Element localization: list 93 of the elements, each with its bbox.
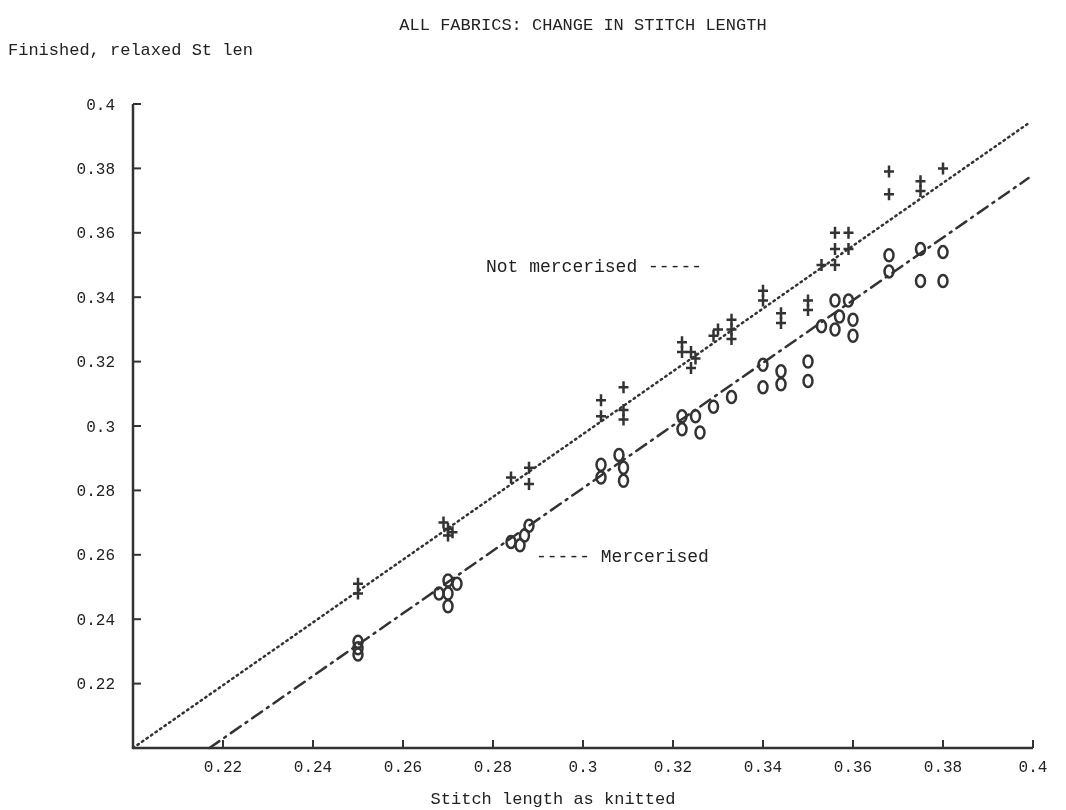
- point: [775, 376, 787, 392]
- point: [775, 364, 787, 379]
- point: [815, 318, 828, 334]
- point: [707, 399, 720, 414]
- point: [757, 380, 769, 395]
- point: [442, 586, 454, 601]
- point: [514, 537, 526, 553]
- point: [675, 344, 689, 360]
- point: [914, 273, 927, 289]
- point: [442, 573, 454, 588]
- x-tick-label: 0.26: [383, 759, 423, 777]
- point: [352, 640, 364, 656]
- point: [842, 241, 855, 257]
- point: [801, 302, 815, 318]
- point: [914, 241, 927, 257]
- y-tick-label: 0.4: [86, 96, 115, 115]
- point: [451, 576, 463, 592]
- y-tick-label: 0.32: [76, 354, 115, 373]
- point: [711, 322, 725, 337]
- y-tick-label: 0.24: [76, 611, 115, 630]
- point: [594, 409, 608, 424]
- point: [676, 421, 688, 437]
- point: [842, 225, 855, 241]
- x-tick-label: 0.28: [473, 759, 513, 777]
- point: [883, 248, 895, 263]
- point: [594, 392, 608, 408]
- point: [725, 389, 738, 405]
- y-tick-label: 0.28: [76, 483, 115, 501]
- point: [937, 273, 949, 289]
- point: [828, 241, 842, 257]
- point: [882, 164, 896, 179]
- point: [613, 447, 625, 463]
- point: [828, 225, 842, 241]
- x-tick-label: 0.24: [293, 759, 333, 777]
- point: [815, 257, 828, 273]
- point: [914, 183, 927, 199]
- point: [684, 360, 698, 376]
- point: [829, 293, 841, 308]
- point: [757, 357, 769, 373]
- x-tick-label: 0.34: [743, 759, 783, 777]
- point: [433, 586, 445, 601]
- point: [802, 373, 814, 389]
- x-tick-label: 0.22: [203, 759, 243, 777]
- point: [689, 409, 702, 424]
- point: [504, 470, 518, 485]
- point: [617, 412, 630, 427]
- point: [617, 460, 630, 476]
- annotation: Not mercerised -----: [486, 257, 703, 277]
- point: [802, 354, 814, 369]
- point: [756, 293, 770, 308]
- point: [774, 315, 788, 331]
- point: [352, 647, 364, 662]
- y-tick-label: 0.36: [76, 225, 115, 244]
- point: [351, 586, 365, 601]
- point: [828, 257, 842, 273]
- x-axis-title: Stitch length as knitted: [430, 790, 676, 809]
- y-tick-label: 0.26: [76, 547, 115, 566]
- point: [617, 380, 630, 395]
- x-tick-label: 0.32: [653, 759, 693, 777]
- point: [617, 473, 630, 488]
- point: [937, 244, 949, 260]
- y-axis-title: Finished, relaxed St len: [8, 41, 253, 60]
- point: [936, 161, 950, 176]
- point: [883, 264, 895, 279]
- point: [505, 534, 517, 550]
- point: [847, 328, 859, 344]
- x-tick-label: 0.4: [1018, 759, 1048, 777]
- point: [707, 328, 720, 344]
- point: [847, 312, 859, 327]
- point: [595, 457, 607, 472]
- point: [882, 186, 896, 202]
- point: [523, 518, 535, 534]
- point: [352, 634, 364, 649]
- point: [518, 528, 531, 543]
- x-tick-label: 0.38: [923, 759, 963, 777]
- y-tick-label: 0.38: [76, 161, 115, 179]
- point: [694, 425, 706, 440]
- annotation: ----- Mercerised: [536, 547, 709, 567]
- chart-title: ALL FABRICS: CHANGE IN STITCH LENGTH: [399, 16, 767, 35]
- point: [595, 470, 607, 485]
- x-tick-label: 0.3: [568, 759, 598, 777]
- x-tick-label: 0.36: [833, 759, 873, 777]
- point: [725, 331, 738, 347]
- point: [842, 293, 855, 308]
- point: [829, 322, 841, 337]
- y-tick-label: 0.3: [86, 418, 115, 437]
- point: [522, 476, 536, 492]
- y-tick-label: 0.22: [76, 676, 115, 695]
- point: [522, 460, 536, 476]
- point: [676, 409, 688, 424]
- point: [833, 309, 846, 324]
- y-tick-label: 0.34: [76, 289, 115, 308]
- point: [442, 599, 454, 614]
